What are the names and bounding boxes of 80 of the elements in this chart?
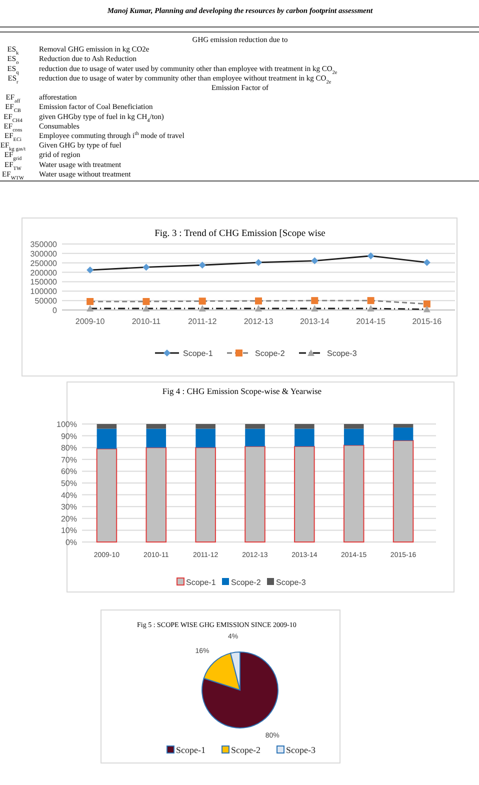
x-tick-label: 2009-10 [75, 317, 106, 326]
point [86, 266, 94, 274]
point [198, 304, 206, 312]
bar [196, 424, 216, 429]
y-tick-label: 100000 [30, 287, 58, 296]
point [311, 304, 318, 312]
y-tick-label: 250000 [30, 258, 58, 268]
y-tick-label: 70% [60, 455, 77, 464]
bar [146, 428, 166, 448]
point [423, 300, 430, 308]
y-tick-label: 350000 [30, 240, 58, 249]
legend-label: Scope-1 [186, 578, 216, 587]
x-tick-label: 2010-11 [132, 317, 162, 326]
bar [343, 444, 364, 542]
y-tick-label: 80% [60, 444, 77, 453]
legend-label: Scope-3 [276, 578, 306, 587]
x-tick-label: 2012-13 [244, 317, 274, 326]
point [255, 258, 262, 266]
point [142, 264, 150, 271]
y-tick-label: 50% [60, 479, 77, 488]
bar [392, 440, 414, 542]
x-tick-label: 2014-15 [356, 317, 386, 326]
point [86, 298, 94, 306]
point [367, 304, 374, 312]
bar [294, 446, 315, 542]
bar [195, 447, 216, 542]
bar [146, 424, 166, 429]
legend-label: Scope-2 [231, 745, 260, 755]
point [198, 262, 206, 269]
bar [344, 428, 364, 446]
x-tick-label: 2011-12 [188, 317, 218, 326]
legend-label: Scope-3 [286, 745, 316, 755]
bar [96, 424, 117, 429]
y-tick-label: 10% [60, 526, 77, 536]
y-tick-label: 150000 [30, 278, 58, 287]
legend-label: Scope-2 [231, 578, 262, 587]
point [86, 304, 94, 312]
point [142, 298, 150, 306]
y-tick-label: 300000 [30, 249, 58, 258]
legend-label: Scope-1 [183, 349, 214, 358]
point [423, 258, 430, 266]
point [367, 297, 374, 304]
bar [294, 424, 314, 429]
bar [96, 448, 118, 542]
point [255, 304, 262, 312]
bar [393, 428, 414, 441]
bar [96, 428, 117, 449]
y-tick-label: 60% [60, 467, 77, 476]
pie-slice [202, 652, 278, 728]
y-tick-label: 200000 [30, 268, 58, 278]
point [255, 297, 262, 304]
y-tick-label: 40% [60, 490, 77, 500]
point [367, 252, 374, 260]
y-tick-label: 90% [60, 432, 77, 441]
y-tick-label: 0 [52, 306, 58, 315]
x-tick-label: 2015-16 [412, 317, 442, 326]
bar [393, 424, 414, 428]
y-tick-label: 0% [65, 538, 77, 547]
point [142, 304, 150, 312]
y-tick-label: 50000 [34, 296, 58, 306]
chart-title: Fig. 3 : Trend of CHG Emission [Scope wise [154, 229, 326, 239]
legend-label: Scope-3 [327, 349, 358, 358]
bar [245, 424, 265, 429]
bar [245, 428, 265, 446]
y-tick-label: 20% [60, 514, 77, 524]
y-tick-label: 100% [56, 420, 77, 429]
bar [294, 428, 314, 446]
bar [344, 424, 364, 429]
bar [196, 428, 216, 448]
chart-title: Fig 4 : CHG Emission Scope-wise & Yearwise [162, 386, 322, 396]
point [311, 257, 318, 264]
point [198, 298, 206, 305]
bar [146, 447, 167, 542]
point [423, 306, 430, 312]
bar [244, 446, 266, 542]
legend-label: Scope-2 [255, 349, 286, 358]
y-tick-label: 30% [60, 502, 77, 512]
legend-label: Scope-1 [176, 745, 206, 755]
x-tick-label: 2013-14 [300, 317, 330, 326]
point [311, 297, 318, 304]
